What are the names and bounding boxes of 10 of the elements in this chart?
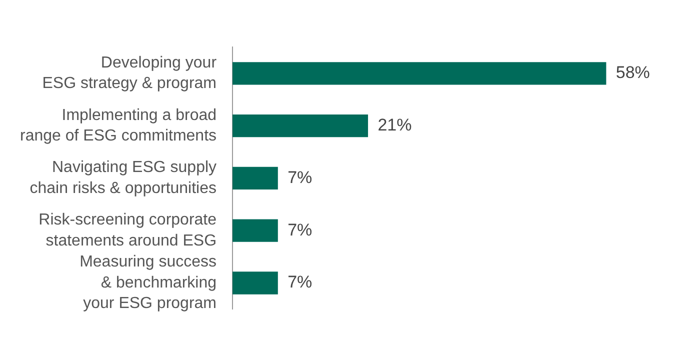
- y-tick-label: Navigating ESG supply chain risks & opportunities: [30, 159, 217, 198]
- data-label: 58%: [616, 63, 650, 82]
- y-tick-label: Risk-screening corporate statements around ESG: [38, 212, 217, 250]
- y-tick-label: Developing your ESG strategy & program: [42, 54, 218, 92]
- data-label: 21%: [378, 115, 412, 134]
- y-tick-label: Measuring success & benchmarking your ESG program: [80, 254, 217, 312]
- y-tick-label: Implementing a broad range of ESG commitments: [20, 106, 217, 145]
- data-label: 7%: [288, 272, 312, 292]
- data-label: 7%: [288, 168, 312, 187]
- data-label: 7%: [288, 220, 312, 240]
